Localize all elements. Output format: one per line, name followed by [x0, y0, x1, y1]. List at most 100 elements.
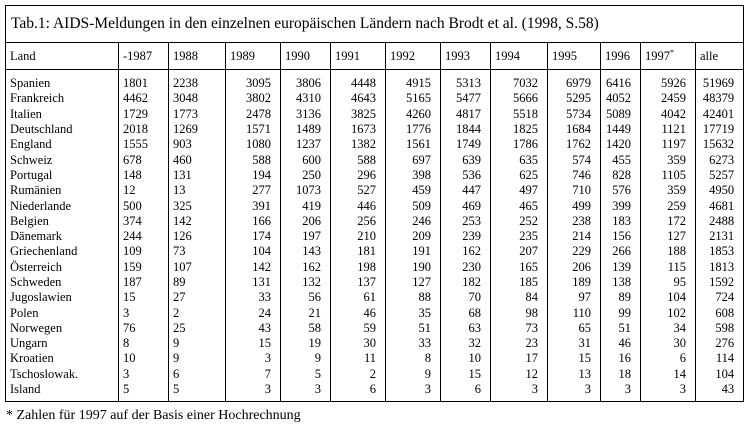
- value-cell: 1382: [330, 137, 386, 153]
- value-cell: 97: [547, 290, 601, 306]
- value-cell: 639: [440, 152, 491, 168]
- value-cell: 469: [440, 198, 491, 214]
- value-cell: 132: [280, 274, 331, 291]
- value-cell: 15: [547, 351, 601, 367]
- column-header-text: 1995: [552, 48, 577, 63]
- value-cell: 4681: [694, 198, 745, 214]
- value-cell: 162: [280, 259, 331, 275]
- value-cell: 138: [600, 274, 641, 291]
- value-cell: 4462: [118, 91, 169, 107]
- value-cell: 1080: [225, 137, 281, 153]
- value-cell: 1555: [118, 137, 169, 153]
- value-cell: 7: [225, 366, 281, 382]
- value-cell: 3095: [225, 69, 281, 92]
- country-cell: Spanien: [5, 69, 119, 92]
- value-cell: 14: [640, 366, 696, 382]
- value-cell: 398: [385, 167, 441, 184]
- value-cell: 43: [694, 381, 745, 403]
- column-header: Land: [5, 42, 119, 70]
- value-cell: 5257: [694, 167, 745, 184]
- value-cell: 102: [640, 305, 696, 321]
- value-cell: 11: [330, 351, 386, 367]
- value-cell: 3: [490, 381, 548, 403]
- value-cell: 2478: [225, 106, 281, 122]
- table-row: Norwegen 76 25 43 58 59 51 63 73 65 51 34 598: [5, 320, 745, 337]
- country-cell: Norwegen: [5, 320, 119, 337]
- table-row: Jugoslawien 15 27 33 56 61 88 70 84 97 89 104 724: [5, 290, 745, 306]
- value-cell: 61: [330, 290, 386, 306]
- country-cell: Deutschland: [5, 121, 119, 138]
- value-cell: 1073: [280, 183, 331, 199]
- value-cell: 3825: [330, 106, 386, 122]
- value-cell: 5: [280, 366, 331, 382]
- value-cell: 31: [547, 336, 601, 352]
- column-header-text: 1994: [495, 48, 520, 63]
- country-cell: Jugoslawien: [5, 290, 119, 306]
- value-cell: 2488: [694, 213, 745, 229]
- column-header: 1996: [600, 42, 641, 70]
- value-cell: 2238: [168, 69, 226, 92]
- value-cell: 12: [490, 366, 548, 382]
- value-cell: 13: [547, 366, 601, 382]
- table-row: Griechenland 109 73 104 143 181 191 162 207 229 26…: [5, 244, 745, 260]
- value-cell: 230: [440, 259, 491, 275]
- value-cell: 460: [168, 152, 226, 168]
- value-cell: 600: [280, 152, 331, 168]
- value-cell: 1269: [168, 121, 226, 138]
- value-cell: 21: [280, 305, 331, 321]
- value-cell: 51: [600, 320, 641, 337]
- value-cell: 3048: [168, 91, 226, 107]
- value-cell: 574: [547, 152, 601, 168]
- table-row: Schweiz 678 460 588 600 588 697 639 635 574 455 359…: [5, 152, 745, 168]
- value-cell: 65: [547, 320, 601, 337]
- value-cell: 115: [640, 259, 696, 275]
- value-cell: 598: [694, 320, 745, 337]
- table-row: Island 5 5 3 3 6 3 6 3 3 3 3 43: [5, 381, 745, 403]
- value-cell: 1853: [694, 244, 745, 260]
- value-cell: 828: [600, 167, 641, 184]
- value-cell: 1801: [118, 69, 169, 92]
- value-cell: 256: [330, 213, 386, 229]
- value-cell: 576: [600, 183, 641, 199]
- value-cell: 419: [280, 198, 331, 214]
- column-header: 1991: [330, 42, 386, 70]
- value-cell: 189: [547, 274, 601, 291]
- value-cell: 9: [385, 366, 441, 382]
- value-cell: 1673: [330, 121, 386, 138]
- value-cell: 142: [225, 259, 281, 275]
- value-cell: 277: [225, 183, 281, 199]
- value-cell: 174: [225, 228, 281, 245]
- value-cell: 2: [168, 305, 226, 321]
- value-cell: 84: [490, 290, 548, 306]
- value-cell: 13: [168, 183, 226, 199]
- table-row: Rumänien 12 13 277 1073 527 459 447 497 710 576 359…: [5, 183, 745, 199]
- column-header: 1993: [440, 42, 491, 70]
- table-body: Spanien 1801 2238 3095 3806 4448 4915 5313 7032 6…: [5, 69, 745, 403]
- value-cell: 206: [280, 213, 331, 229]
- value-cell: 35: [385, 305, 441, 321]
- table-row: England 1555 903 1080 1237 1382 1561 1749 1786 17…: [5, 137, 745, 153]
- value-cell: 229: [547, 244, 601, 260]
- table-row: Niederlande 500 325 391 419 446 509 469 465 499 39…: [5, 198, 745, 214]
- value-cell: 56: [280, 290, 331, 306]
- value-cell: 15: [118, 290, 169, 306]
- value-cell: 24: [225, 305, 281, 321]
- column-header-text: 1989: [230, 48, 255, 63]
- value-cell: 244: [118, 228, 169, 245]
- value-cell: 6273: [694, 152, 745, 168]
- value-cell: 325: [168, 198, 226, 214]
- value-cell: 2: [330, 366, 386, 382]
- value-cell: 68: [440, 305, 491, 321]
- value-cell: 191: [385, 244, 441, 260]
- value-cell: 18: [600, 366, 641, 382]
- value-cell: 5926: [640, 69, 696, 92]
- value-cell: 5313: [440, 69, 491, 92]
- value-cell: 131: [168, 167, 226, 184]
- value-cell: 246: [385, 213, 441, 229]
- value-cell: 447: [440, 183, 491, 199]
- value-cell: 181: [330, 244, 386, 260]
- table-row: Belgien 374 142 166 206 256 246 253 252 238 183 172…: [5, 213, 745, 229]
- table-row: Ungarn 8 9 15 19 30 33 32 23 31 46 30 276: [5, 336, 745, 352]
- column-header-text: 1988: [173, 48, 198, 63]
